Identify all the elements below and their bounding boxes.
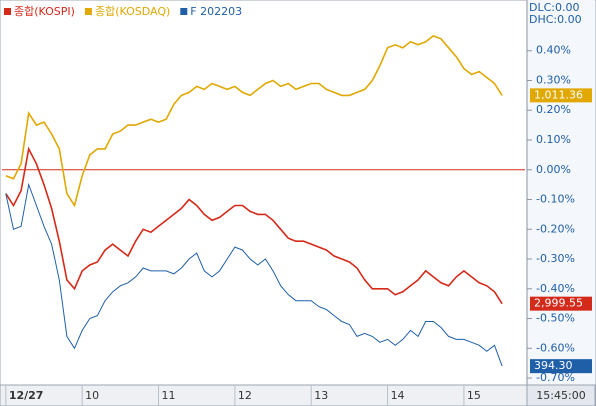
series-line xyxy=(5,182,503,367)
x-tick-label: 14 xyxy=(391,389,405,402)
series-line xyxy=(5,146,503,305)
price-label-box xyxy=(530,296,592,311)
y-tick-label: -0.20% xyxy=(536,222,575,235)
legend-swatch xyxy=(84,8,92,15)
y-tick-label: 0.40% xyxy=(536,44,571,57)
x-tick-label: 13 xyxy=(314,389,328,402)
x-tick-label: 11 xyxy=(162,389,176,402)
y-tick-label: -0.10% xyxy=(536,193,575,206)
time-box xyxy=(526,384,596,406)
status-label: DHC:0.00 xyxy=(529,13,582,26)
legend-label: F 202203 xyxy=(190,5,242,18)
y-tick-label: -0.30% xyxy=(536,252,575,265)
price-label-box xyxy=(530,88,592,103)
series-line xyxy=(5,34,503,208)
x-tick-label: 10 xyxy=(85,389,99,402)
price-label: 394.30 xyxy=(534,359,573,372)
x-axis-panel xyxy=(0,384,596,406)
legend-swatch xyxy=(180,8,188,15)
legend-swatch xyxy=(4,8,11,15)
legend-label: 종합(KOSPI) xyxy=(14,5,75,18)
y-tick-label: 0.00% xyxy=(536,163,571,176)
y-tick-label: -0.40% xyxy=(536,282,575,295)
y-tick-label: 0.10% xyxy=(536,133,571,146)
y-tick-label: -0.60% xyxy=(536,341,575,354)
price-label: 1,011.36 xyxy=(534,88,583,101)
time-label: 15:45:00 xyxy=(536,389,585,402)
x-tick-label: 15 xyxy=(467,389,481,402)
legend-label: 종합(KOSDAQ) xyxy=(95,5,170,18)
x-tick-label: 12/27 xyxy=(9,389,44,402)
y-tick-label: -0.70% xyxy=(536,371,575,384)
x-tick-label: 12 xyxy=(238,389,252,402)
y-axis-panel xyxy=(527,0,595,385)
y-tick-label: 0.20% xyxy=(536,103,571,116)
price-label: 2,999.55 xyxy=(534,297,583,310)
y-tick-label: -0.50% xyxy=(536,312,575,325)
y-tick-label: 0.30% xyxy=(536,73,571,86)
price-label-box xyxy=(530,359,592,374)
status-label: DLC:0.00 xyxy=(529,1,579,14)
